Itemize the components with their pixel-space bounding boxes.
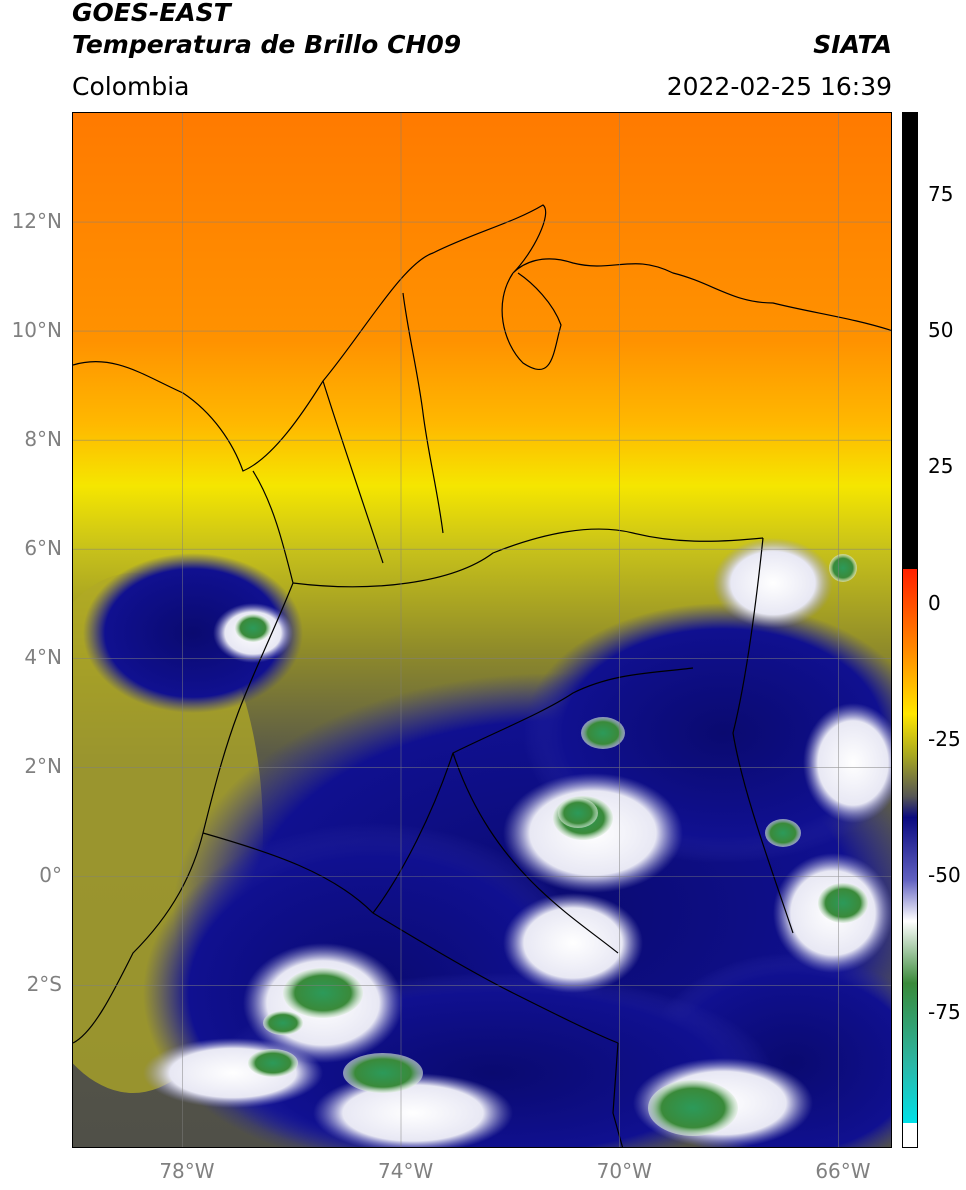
latitude-tick-label: 10°N [11,318,62,343]
coldest-cloud-cores [235,554,868,1136]
longitude-tick-label: 78°W [159,1159,215,1183]
brightness-temperature-map [73,113,891,1147]
longitude-tick-label: 66°W [815,1159,871,1183]
graticule [73,113,891,1147]
latitude-tick-label: 0° [39,863,62,888]
colorbar-tick-label: 75 [928,181,954,206]
country-borders [73,204,891,1147]
colorbar-tick-label: 0 [928,590,941,615]
latitude-tick-label: 12°N [11,209,62,234]
colorbar-tick-label: 25 [928,454,954,479]
latitude-tick-label: 6°N [24,536,62,561]
colorbar [902,112,918,1148]
map-panel [72,112,892,1148]
satellite-title: GOES-EAST [72,0,231,27]
colorbar-gradient [903,113,917,1147]
colorbar-tick-label: -75 [928,999,961,1024]
latitude-tick-label: 8°N [24,427,62,452]
latitude-tick-label: 2°N [24,754,62,779]
colorbar-tick-label: 50 [928,318,954,343]
latitude-tick-label: 2°S [26,972,62,997]
agency-label: SIATA [813,30,892,59]
datetime-label: 2022-02-25 16:39 [666,72,892,101]
longitude-tick-label: 70°W [596,1159,652,1183]
region-label: Colombia [72,72,190,101]
colorbar-tick-label: -50 [928,863,961,888]
product-title: Temperatura de Brillo CH09 [72,30,462,59]
colorbar-tick-label: -25 [928,727,961,752]
longitude-tick-label: 74°W [378,1159,434,1183]
latitude-tick-label: 4°N [24,645,62,670]
